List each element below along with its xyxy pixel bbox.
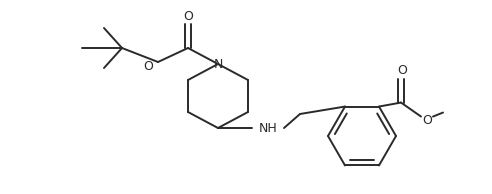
Text: NH: NH bbox=[259, 121, 277, 134]
Text: O: O bbox=[183, 10, 193, 23]
Text: O: O bbox=[422, 114, 432, 127]
Text: N: N bbox=[214, 57, 223, 70]
Text: O: O bbox=[143, 60, 153, 73]
Text: O: O bbox=[397, 64, 407, 77]
